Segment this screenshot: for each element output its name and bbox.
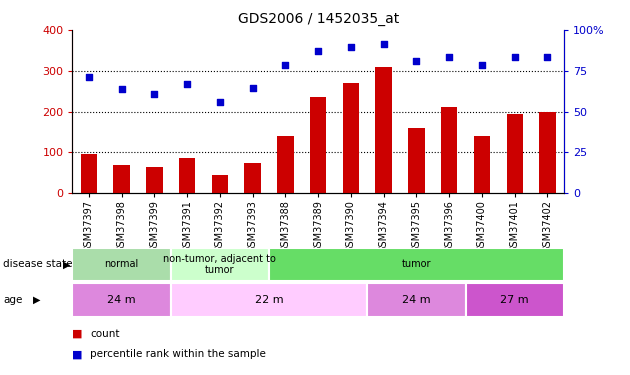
Point: [542, 54, 553, 60]
Text: non-tumor, adjacent to
tumor: non-tumor, adjacent to tumor: [163, 254, 277, 275]
Bar: [310, 97, 326, 193]
Point: [280, 62, 290, 68]
Point: [117, 86, 127, 92]
Point: [379, 41, 389, 47]
Bar: [441, 108, 457, 193]
Bar: [113, 165, 130, 193]
Point: [444, 54, 454, 60]
Text: 24 m: 24 m: [402, 295, 431, 305]
Bar: [269, 248, 564, 281]
Bar: [277, 136, 294, 193]
Bar: [375, 67, 392, 193]
Bar: [212, 175, 228, 193]
Bar: [244, 162, 261, 193]
Text: ▶: ▶: [63, 260, 71, 269]
Bar: [81, 154, 97, 193]
Bar: [466, 283, 564, 317]
Bar: [507, 114, 523, 193]
Bar: [474, 136, 490, 193]
Bar: [72, 283, 171, 317]
Point: [346, 44, 356, 50]
Bar: [408, 128, 425, 193]
Bar: [72, 248, 171, 281]
Text: percentile rank within the sample: percentile rank within the sample: [90, 350, 266, 359]
Bar: [539, 112, 556, 193]
Point: [248, 85, 258, 91]
Text: tumor: tumor: [402, 260, 431, 269]
Bar: [146, 166, 163, 193]
Bar: [343, 83, 359, 193]
Point: [510, 54, 520, 60]
Point: [149, 91, 159, 97]
Text: ■: ■: [72, 329, 86, 339]
Point: [313, 48, 323, 54]
Bar: [171, 283, 367, 317]
Point: [84, 74, 94, 80]
Title: GDS2006 / 1452035_at: GDS2006 / 1452035_at: [238, 12, 399, 26]
Text: age: age: [3, 295, 23, 305]
Point: [477, 63, 487, 69]
Text: 27 m: 27 m: [500, 295, 529, 305]
Point: [411, 58, 421, 64]
Text: 24 m: 24 m: [107, 295, 136, 305]
Point: [182, 81, 192, 87]
Text: disease state: disease state: [3, 260, 72, 269]
Text: 22 m: 22 m: [255, 295, 284, 305]
Point: [215, 99, 225, 105]
Text: count: count: [90, 329, 120, 339]
Bar: [179, 159, 195, 193]
Text: ■: ■: [72, 350, 86, 359]
Bar: [367, 283, 466, 317]
Text: normal: normal: [105, 260, 139, 269]
Bar: [171, 248, 269, 281]
Text: ▶: ▶: [33, 295, 40, 305]
